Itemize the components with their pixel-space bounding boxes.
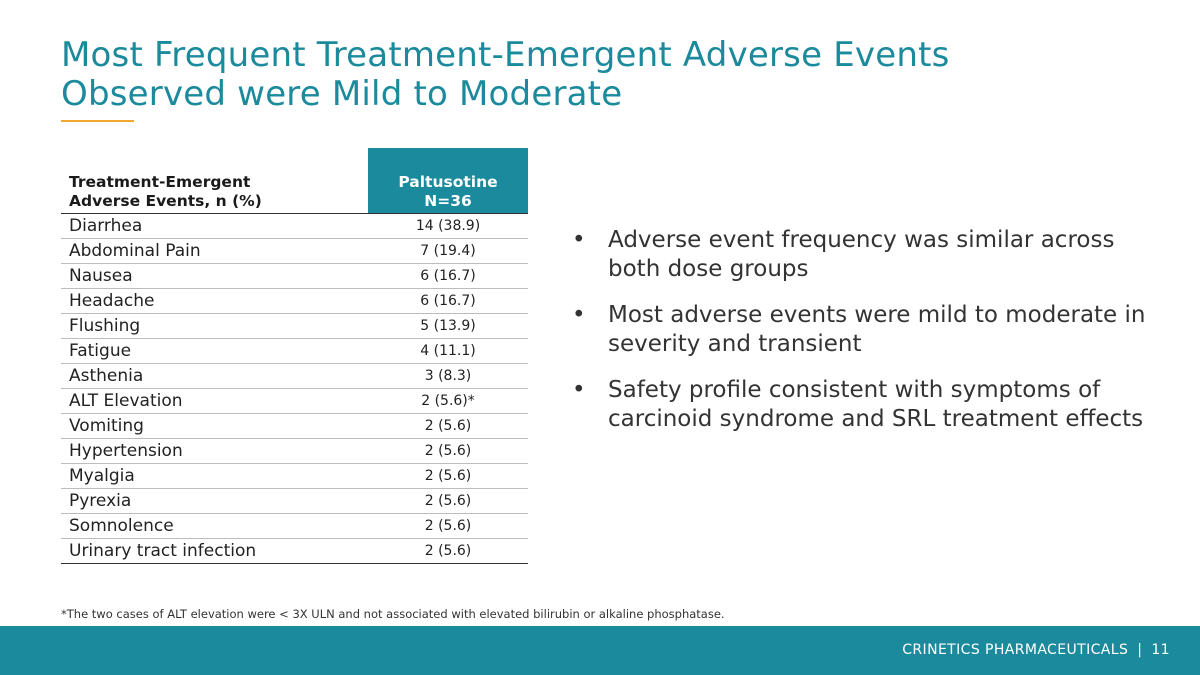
header-drug-column: Paltusotine N=36: [368, 148, 528, 214]
table-row: Urinary tract infection 2 (5.6): [61, 538, 528, 564]
adverse-event-name: Myalgia: [61, 463, 368, 489]
header-drug-line-1: Paltusotine: [398, 173, 498, 191]
adverse-event-count: 6 (16.7): [368, 263, 528, 289]
table-row: Somnolence 2 (5.6): [61, 513, 528, 539]
bullet-text: Most adverse events were mild to moderat…: [608, 302, 1146, 357]
table-row: Fatigue 4 (11.1): [61, 338, 528, 364]
bullet-dot-icon: •: [572, 302, 586, 328]
table-row: Hypertension 2 (5.6): [61, 438, 528, 464]
adverse-event-count: 6 (16.7): [368, 288, 528, 314]
table-row: Vomiting 2 (5.6): [61, 413, 528, 439]
adverse-event-name: Somnolence: [61, 513, 368, 539]
header-event-line-1: Treatment-Emergent: [69, 173, 251, 191]
adverse-event-name: Asthenia: [61, 363, 368, 389]
table-row: Abdominal Pain 7 (19.4): [61, 238, 528, 264]
adverse-event-name: Diarrhea: [61, 213, 368, 239]
footer-bar: CRINETICS PHARMACEUTICALS | 11: [0, 626, 1200, 675]
table-row: Pyrexia 2 (5.6): [61, 488, 528, 514]
table-row: Diarrhea 14 (38.9): [61, 213, 528, 239]
adverse-event-count: 2 (5.6): [368, 438, 528, 464]
title-underline-accent: [61, 120, 134, 122]
slide-title: Most Frequent Treatment-Emergent Adverse…: [61, 36, 1061, 114]
header-drug-line-2: N=36: [424, 192, 472, 210]
adverse-event-name: Abdominal Pain: [61, 238, 368, 264]
list-item: • Most adverse events were mild to modera…: [572, 301, 1172, 359]
adverse-event-name: Flushing: [61, 313, 368, 339]
bullet-dot-icon: •: [572, 377, 586, 403]
adverse-event-count: 4 (11.1): [368, 338, 528, 364]
adverse-event-name: Nausea: [61, 263, 368, 289]
table-row: ALT Elevation 2 (5.6)*: [61, 388, 528, 414]
footnote: *The two cases of ALT elevation were < 3…: [61, 607, 725, 621]
adverse-event-name: Pyrexia: [61, 488, 368, 514]
list-item: • Adverse event frequency was similar acr…: [572, 226, 1172, 284]
header-event-column: Treatment-Emergent Adverse Events, n (%): [61, 148, 368, 214]
table-body: Diarrhea 14 (38.9) Abdominal Pain 7 (19.4) N…: [61, 213, 528, 564]
key-points-list: • Adverse event frequency was similar acr…: [572, 226, 1172, 451]
adverse-event-count: 14 (38.9): [368, 213, 528, 239]
adverse-event-count: 2 (5.6): [368, 538, 528, 564]
adverse-event-count: 3 (8.3): [368, 363, 528, 389]
adverse-event-count: 5 (13.9): [368, 313, 528, 339]
adverse-event-count: 2 (5.6): [368, 488, 528, 514]
adverse-events-table: Treatment-Emergent Adverse Events, n (%)…: [61, 148, 528, 564]
table-header-row: Treatment-Emergent Adverse Events, n (%)…: [61, 148, 528, 214]
adverse-event-count: 2 (5.6)*: [368, 388, 528, 414]
footer-company-name: CRINETICS PHARMACEUTICALS: [902, 642, 1129, 658]
bullet-text: Safety profile consistent with symptoms …: [608, 377, 1144, 432]
adverse-event-name: Urinary tract infection: [61, 538, 368, 564]
table-row: Headache 6 (16.7): [61, 288, 528, 314]
page-number: 11: [1151, 642, 1170, 658]
adverse-event-name: ALT Elevation: [61, 388, 368, 414]
adverse-event-name: Headache: [61, 288, 368, 314]
header-event-line-2: Adverse Events, n (%): [69, 192, 262, 210]
adverse-event-name: Hypertension: [61, 438, 368, 464]
adverse-event-count: 7 (19.4): [368, 238, 528, 264]
footer-separator: |: [1137, 642, 1143, 658]
slide-title-line-2: Observed were Mild to Moderate: [61, 74, 623, 114]
footer-text: CRINETICS PHARMACEUTICALS | 11: [902, 642, 1170, 658]
bullet-text: Adverse event frequency was similar acro…: [608, 227, 1115, 282]
table-row: Flushing 5 (13.9): [61, 313, 528, 339]
adverse-event-count: 2 (5.6): [368, 513, 528, 539]
table-row: Asthenia 3 (8.3): [61, 363, 528, 389]
bullet-dot-icon: •: [572, 227, 586, 253]
slide-title-line-1: Most Frequent Treatment-Emergent Adverse…: [61, 35, 950, 75]
adverse-event-name: Vomiting: [61, 413, 368, 439]
table-row: Myalgia 2 (5.6): [61, 463, 528, 489]
adverse-event-name: Fatigue: [61, 338, 368, 364]
adverse-event-count: 2 (5.6): [368, 463, 528, 489]
table-row: Nausea 6 (16.7): [61, 263, 528, 289]
list-item: • Safety profile consistent with symptoms…: [572, 376, 1172, 434]
adverse-event-count: 2 (5.6): [368, 413, 528, 439]
